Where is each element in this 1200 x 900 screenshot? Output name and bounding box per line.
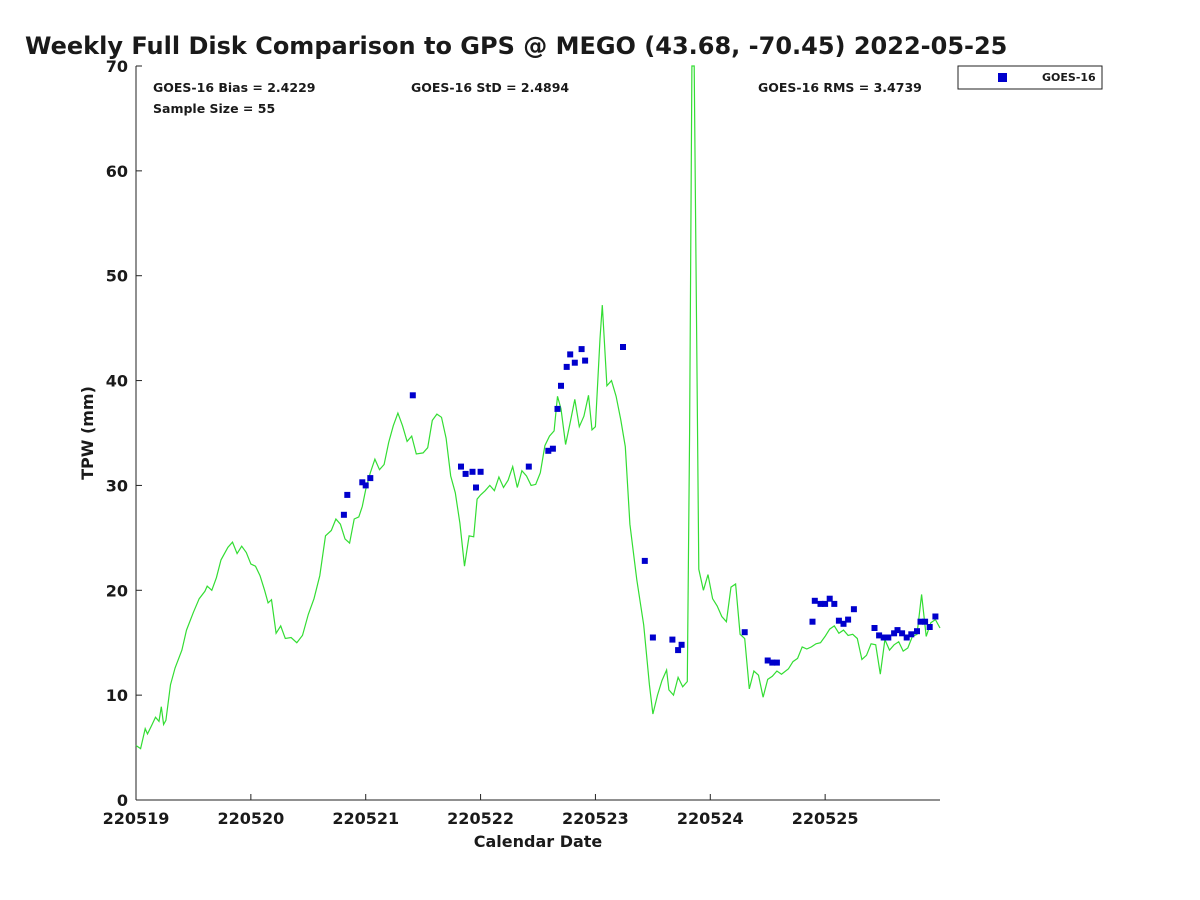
goes16-point-23: [649, 634, 656, 641]
goes16-point-32: [811, 597, 818, 604]
goes16-point-51: [917, 618, 924, 625]
y-tick-label-0: 0: [117, 791, 128, 810]
goes16-point-7: [462, 470, 469, 477]
x-tick-label-6: 220525: [792, 809, 859, 828]
goes16-point-35: [826, 595, 833, 602]
goes16-point-48: [903, 634, 910, 641]
gps-tpw-line: [135, 65, 941, 750]
goes16-point-11: [525, 463, 532, 470]
goes16-point-27: [741, 629, 748, 636]
goes16-point-8: [469, 468, 476, 475]
y-tick-label-7: 70: [106, 57, 128, 76]
plot-area: 0 10 20 30 40 50 60 70 220519 220520 220521 220522…: [103, 57, 941, 828]
goes16-point-41: [871, 625, 878, 631]
goes16-point-1: [344, 491, 351, 498]
goes16-point-22: [641, 557, 648, 564]
goes16-point-38: [840, 620, 847, 627]
goes16-point-39: [845, 616, 852, 623]
goes16-point-36: [831, 600, 838, 607]
goes16-point-6: [458, 463, 464, 470]
sample-size-stat: Sample Size = 55: [153, 101, 275, 116]
goes16-point-50: [914, 628, 920, 635]
legend: GOES-16: [957, 65, 1103, 90]
goes16-point-42: [876, 632, 883, 639]
goes16-point-12: [545, 447, 552, 454]
y-tick-label-1: 10: [106, 686, 128, 705]
rms-stat: GOES-16 RMS = 3.4739: [758, 80, 922, 95]
goes16-point-49: [908, 631, 915, 638]
goes16-point-30: [773, 659, 780, 666]
goes16-point-53: [926, 624, 933, 630]
x-tick-label-5: 220524: [677, 809, 744, 828]
y-ticks: 0 10 20 30 40 50 60 70: [106, 57, 142, 810]
goes16-point-2: [359, 479, 366, 486]
goes16-point-13: [549, 445, 556, 452]
legend-label: GOES-16: [1042, 71, 1096, 84]
y-tick-label-3: 30: [106, 476, 128, 495]
goes16-point-44: [885, 634, 892, 641]
goes16-point-24: [669, 636, 676, 643]
goes16-point-47: [899, 630, 906, 637]
goes16-point-19: [578, 346, 585, 353]
bias-stat: GOES-16 Bias = 2.4229: [153, 80, 315, 95]
y-tick-label-5: 50: [106, 267, 128, 286]
goes16-point-15: [558, 382, 564, 389]
goes16-points: [340, 344, 939, 666]
goes16-point-21: [620, 344, 626, 350]
goes16-point-45: [891, 630, 898, 637]
goes16-point-37: [835, 617, 842, 624]
goes16-point-17: [567, 351, 574, 358]
goes16-point-5: [409, 392, 416, 399]
goes16-point-40: [850, 606, 857, 613]
goes16-point-54: [932, 613, 939, 620]
goes16-point-34: [822, 600, 829, 607]
goes16-point-29: [769, 659, 776, 666]
goes16-point-52: [922, 618, 929, 625]
goes16-point-3: [362, 482, 369, 489]
goes16-point-25: [675, 647, 682, 654]
goes16-point-18: [571, 359, 578, 366]
goes16-point-9: [473, 484, 479, 491]
goes16-point-16: [563, 363, 570, 370]
goes16-point-26: [678, 641, 685, 648]
goes16-point-10: [477, 468, 484, 475]
y-tick-label-2: 20: [106, 581, 128, 600]
x-tick-label-3: 220522: [447, 809, 514, 828]
x-tick-label-2: 220521: [332, 809, 399, 828]
goes16-point-43: [880, 634, 887, 641]
goes16-point-4: [367, 475, 374, 482]
goes16-point-20: [582, 357, 589, 364]
y-tick-label-6: 60: [106, 162, 128, 181]
goes16-point-31: [809, 618, 816, 625]
legend-box: [957, 65, 1103, 90]
chart-title: Weekly Full Disk Comparison to GPS @ MEG…: [25, 32, 1007, 60]
x-axis-label: Calendar Date: [474, 832, 603, 851]
x-tick-label-4: 220523: [562, 809, 629, 828]
goes16-point-28: [764, 657, 771, 664]
legend-marker: [998, 73, 1007, 82]
std-stat: GOES-16 StD = 2.4894: [411, 80, 569, 95]
goes16-point-46: [894, 627, 901, 634]
x-tick-label-0: 220519: [103, 809, 170, 828]
goes16-point-14: [554, 405, 561, 412]
x-ticks: 220519 220520 220521 220522 220523 220524 2205…: [103, 794, 859, 828]
goes16-point-0: [340, 511, 347, 518]
goes16-point-33: [817, 600, 824, 607]
y-tick-label-4: 40: [106, 372, 128, 391]
y-axis-label: TPW (mm): [78, 386, 97, 480]
x-tick-label-1: 220520: [217, 809, 284, 828]
